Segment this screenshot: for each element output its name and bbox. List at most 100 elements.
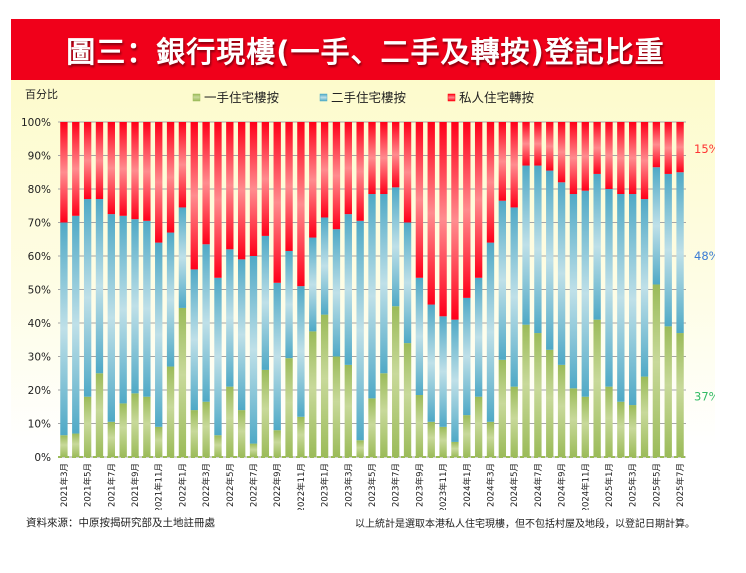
bar-segment-first-hand xyxy=(166,366,175,457)
bar-segment-first-hand xyxy=(60,435,68,457)
bar-segment-refinance xyxy=(226,122,234,250)
bar-segment-refinance xyxy=(131,122,139,220)
x-tick-label: 2025年5月 xyxy=(651,463,662,507)
x-tick-label: 2021年9月 xyxy=(130,463,141,507)
bar-segment-refinance xyxy=(392,122,400,188)
x-tick-label: 2023年7月 xyxy=(391,463,402,507)
bar-segment-second-hand xyxy=(190,269,198,411)
bar-segment-first-hand xyxy=(309,331,317,457)
x-tick-label: 2022年11月 xyxy=(296,463,307,510)
bar-segment-refinance xyxy=(569,122,578,195)
y-axis-label: 百分比 xyxy=(25,88,58,101)
bar-segment-first-hand xyxy=(617,401,625,457)
bar-segment-second-hand xyxy=(143,220,151,397)
bar-segment-refinance xyxy=(522,122,530,166)
bar-segment-second-hand xyxy=(629,194,637,406)
bar-segment-refinance xyxy=(605,122,613,189)
bar-segment-refinance xyxy=(344,122,352,215)
bar-segment-second-hand xyxy=(451,319,459,442)
bar-segment-refinance xyxy=(581,122,589,191)
bar-segment-refinance xyxy=(214,122,222,278)
bar-segment-second-hand xyxy=(285,250,293,359)
bar-segment-second-hand xyxy=(510,207,518,387)
y-tick-label: 30% xyxy=(28,352,51,364)
bar-segment-first-hand xyxy=(451,441,459,457)
bar-segment-first-hand xyxy=(510,386,518,457)
legend-label: 二手住宅樓按 xyxy=(331,90,406,105)
bar-segment-first-hand xyxy=(581,396,589,457)
bar-segment-first-hand xyxy=(214,435,222,457)
x-tick-label: 2024年11月 xyxy=(580,463,591,510)
bar-segment-second-hand xyxy=(439,316,447,427)
bar-segment-first-hand xyxy=(664,326,672,457)
y-tick-label: 70% xyxy=(28,218,51,230)
bar-segment-second-hand xyxy=(249,256,258,444)
bar-segment-second-hand xyxy=(83,199,92,397)
bar-segment-second-hand xyxy=(640,199,649,377)
x-tick-label: 2025年7月 xyxy=(675,463,686,507)
bar-segment-refinance xyxy=(107,122,115,215)
x-tick-label: 2025年1月 xyxy=(604,463,615,507)
bar-segment-second-hand xyxy=(166,232,175,367)
bar-segment-refinance xyxy=(202,122,210,245)
bar-segment-first-hand xyxy=(297,416,305,457)
bar-segment-second-hand xyxy=(344,214,352,365)
x-tick-label: 2023年5月 xyxy=(367,463,378,507)
bar-segment-first-hand xyxy=(415,395,424,457)
chart-title: 圖三：銀行現樓(一手、二手及轉按)登記比重 xyxy=(66,34,665,69)
bar-segment-first-hand xyxy=(237,410,246,457)
bar-segment-first-hand xyxy=(439,426,447,457)
y-tick-label: 80% xyxy=(28,184,51,196)
bar-segment-refinance xyxy=(557,122,566,183)
bar-segment-first-hand xyxy=(261,369,270,457)
annotations: 15% 48% 37% xyxy=(694,142,715,404)
annotation-label: 48% xyxy=(694,249,715,263)
y-tick-label: 60% xyxy=(28,251,51,263)
bars xyxy=(60,122,684,457)
x-tick-label: 2023年1月 xyxy=(320,463,331,507)
bar-segment-refinance xyxy=(486,122,495,243)
legend-swatch xyxy=(319,93,328,102)
bar-segment-refinance xyxy=(546,122,554,171)
x-tick-label: 2021年3月 xyxy=(59,463,70,507)
bar-segment-refinance xyxy=(664,122,672,174)
bar-segment-second-hand xyxy=(474,277,483,397)
bar-segment-refinance xyxy=(297,122,305,287)
bar-segment-first-hand xyxy=(676,333,684,457)
x-tick-label: 2024年9月 xyxy=(557,463,568,507)
bar-segment-second-hand xyxy=(593,173,601,320)
bar-segment-first-hand xyxy=(344,364,352,457)
bar-segment-second-hand xyxy=(202,244,210,402)
bar-segment-first-hand xyxy=(83,396,92,457)
bar-segment-first-hand xyxy=(119,403,127,457)
bar-segment-first-hand xyxy=(332,356,341,457)
bar-segment-refinance xyxy=(273,122,281,283)
bar-segment-first-hand xyxy=(392,306,400,457)
y-tick-label: 10% xyxy=(28,419,51,431)
bar-segment-first-hand xyxy=(652,284,661,457)
bar-segment-second-hand xyxy=(392,187,400,307)
bar-segment-second-hand xyxy=(581,190,589,397)
x-axis-ticks: 2021年3月 2021年5月 2021年7月 2021年9月 2021年11月 2022… xyxy=(59,463,686,510)
bar-segment-second-hand xyxy=(652,167,661,285)
title-banner: 圖三：銀行現樓(一手、二手及轉按)登記比重 xyxy=(11,19,720,80)
bar-segment-refinance xyxy=(332,122,341,230)
bar-segment-first-hand xyxy=(131,393,139,457)
bar-segment-first-hand xyxy=(427,421,435,457)
bar-segment-second-hand xyxy=(403,222,412,344)
bar-segment-first-hand xyxy=(534,333,542,457)
bar-segment-second-hand xyxy=(605,189,613,387)
bar-segment-refinance xyxy=(60,122,68,223)
bar-segment-first-hand xyxy=(143,396,151,457)
bar-segment-refinance xyxy=(237,122,246,260)
bar-segment-second-hand xyxy=(320,217,329,315)
bar-segment-second-hand xyxy=(486,242,495,422)
x-tick-label: 2022年9月 xyxy=(272,463,283,507)
bar-segment-first-hand xyxy=(640,376,649,457)
source-note: 資料來源：中原按揭研究部及土地註冊處 xyxy=(26,517,215,529)
bar-segment-refinance xyxy=(451,122,459,320)
bar-segment-first-hand xyxy=(320,314,329,457)
bar-segment-second-hand xyxy=(356,220,364,441)
bar-segment-refinance xyxy=(95,122,104,200)
bar-segment-first-hand xyxy=(107,421,115,457)
